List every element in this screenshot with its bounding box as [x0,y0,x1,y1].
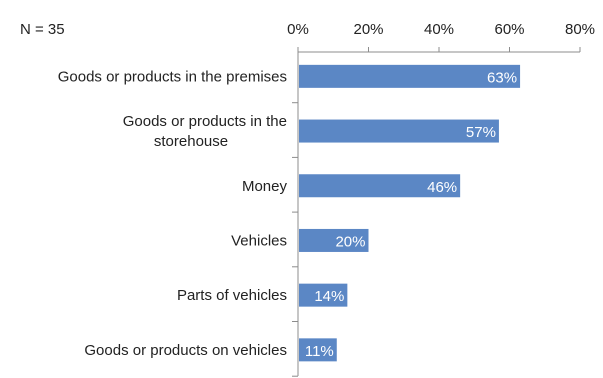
category-label: Vehicles [231,232,287,249]
bar-data-label: 57% [466,124,496,141]
category-label: Money [242,178,288,195]
x-tick-label: 40% [424,21,454,38]
category-label: storehouse [154,133,228,150]
bar-data-label: 14% [314,288,344,305]
category-label: Goods or products in the premises [58,68,287,85]
category-label: Parts of vehicles [177,287,287,304]
bar [299,338,337,362]
bar-data-label: 46% [427,179,457,196]
x-axis: 0% 20% 40% 60% 80% [287,21,595,377]
category-label: Goods or products in the [123,113,287,130]
category-label: Goods or products on vehicles [84,342,287,359]
bar-data-label: 20% [335,233,365,250]
bar-data-label: 63% [487,69,517,86]
sample-size-label: N = 35 [20,21,65,38]
bars: 63% 57% 46% 20% 14% 11% [299,64,521,362]
x-tick-label: 0% [287,21,309,38]
bar [299,174,461,198]
x-tick-label: 80% [565,21,595,38]
bar [299,283,348,307]
bar [299,228,369,252]
category-labels: Goods or products in the premises Goods o… [58,68,288,359]
x-tick-label: 20% [353,21,383,38]
bar [299,119,499,143]
x-tick-label: 60% [494,21,524,38]
bar-data-label: 11% [305,343,334,360]
bar [299,64,521,88]
